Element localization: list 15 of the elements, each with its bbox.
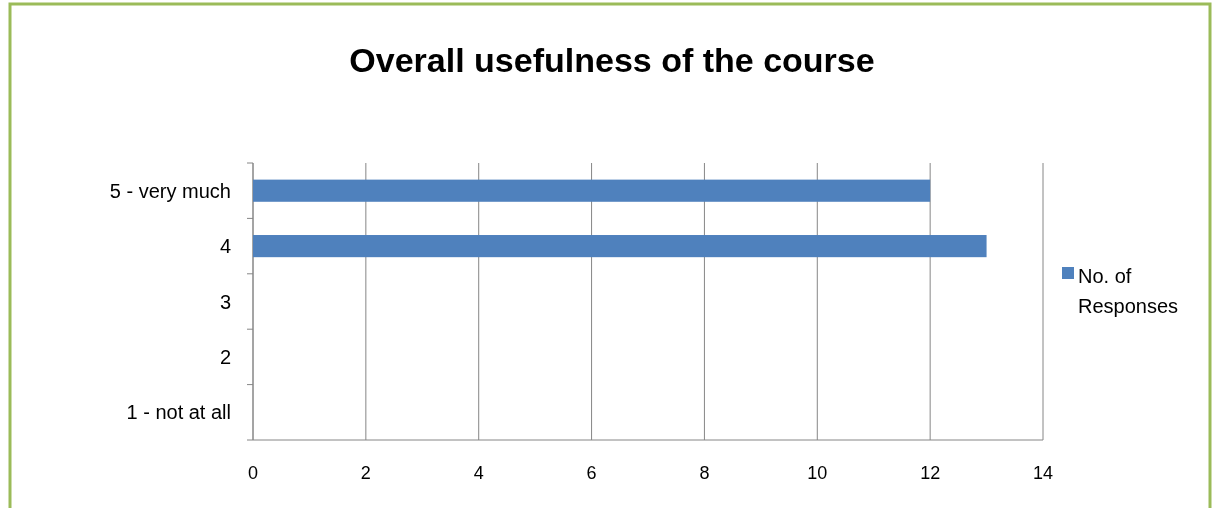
x-tick-label: 14 [1032,463,1054,483]
x-tick-label: 10 [807,463,828,483]
y-tick-label: 5 - very much [109,179,231,202]
x-tick-label: 4 [473,463,484,483]
x-tick-label: 12 [920,463,941,483]
chart-title: Overall usefulness of the course [349,41,875,79]
x-tick-label: 0 [247,463,259,483]
x-tick-label: 2 [360,463,371,483]
y-tick-label: 1 - not at all [126,401,231,424]
x-tick-label: 6 [586,463,597,483]
y-tick-label: 2 [219,345,231,368]
x-tick-label: 8 [699,463,710,483]
legend-label: No. of Responses [1078,265,1179,317]
y-tick-label: 4 [219,235,231,258]
y-tick-label: 3 [219,290,231,313]
